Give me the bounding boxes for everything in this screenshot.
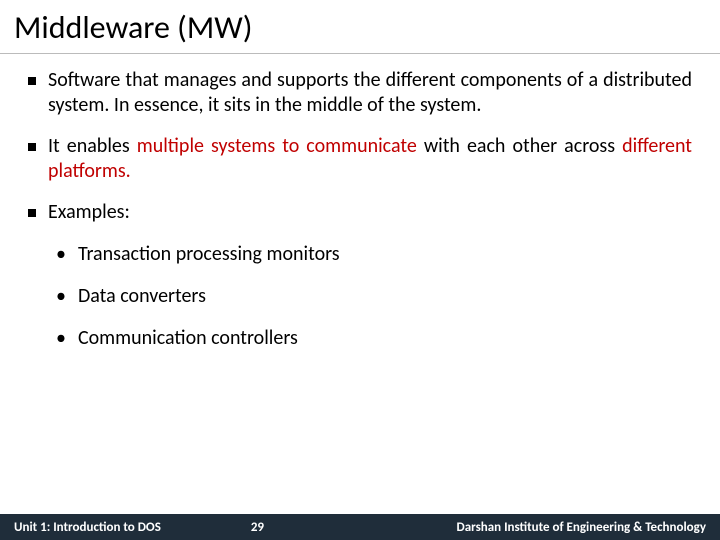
text-accent: multiple systems to communicate xyxy=(137,134,417,158)
text-run: It enables xyxy=(48,134,137,158)
square-bullet-icon xyxy=(28,209,36,217)
slide-footer: Unit 1: Introduction to DOS 29 Darshan I… xyxy=(0,514,720,540)
square-bullet-icon xyxy=(28,143,36,151)
sub-bullet-item: • Communication controllers xyxy=(56,325,692,351)
footer-page-number: 29 xyxy=(251,520,264,535)
sub-bullet-item: • Transaction processing monitors xyxy=(56,241,692,267)
bullet-text: It enables multiple systems to communica… xyxy=(48,134,692,184)
slide-title: Middleware (MW) xyxy=(0,0,720,54)
dot-bullet-icon: • xyxy=(56,283,66,309)
bullet-item: It enables multiple systems to communica… xyxy=(28,134,692,184)
bullet-item: Software that manages and supports the d… xyxy=(28,68,692,118)
sub-bullet-text: Communication controllers xyxy=(78,325,298,351)
sub-bullet-text: Data converters xyxy=(78,283,206,309)
dot-bullet-icon: • xyxy=(56,325,66,351)
slide-content: Software that manages and supports the d… xyxy=(0,68,720,351)
text-run: with each other across xyxy=(417,134,622,158)
bullet-text: Software that manages and supports the d… xyxy=(48,68,692,118)
dot-bullet-icon: • xyxy=(56,241,66,267)
slide: Middleware (MW) Software that manages an… xyxy=(0,0,720,540)
square-bullet-icon xyxy=(28,77,36,85)
sub-bullet-item: • Data converters xyxy=(56,283,692,309)
bullet-item: Examples: xyxy=(28,200,692,225)
bullet-text: Examples: xyxy=(48,200,692,225)
sub-bullet-text: Transaction processing monitors xyxy=(78,241,340,267)
footer-right: Darshan Institute of Engineering & Techn… xyxy=(264,520,706,535)
footer-left: Unit 1: Introduction to DOS xyxy=(14,520,161,535)
